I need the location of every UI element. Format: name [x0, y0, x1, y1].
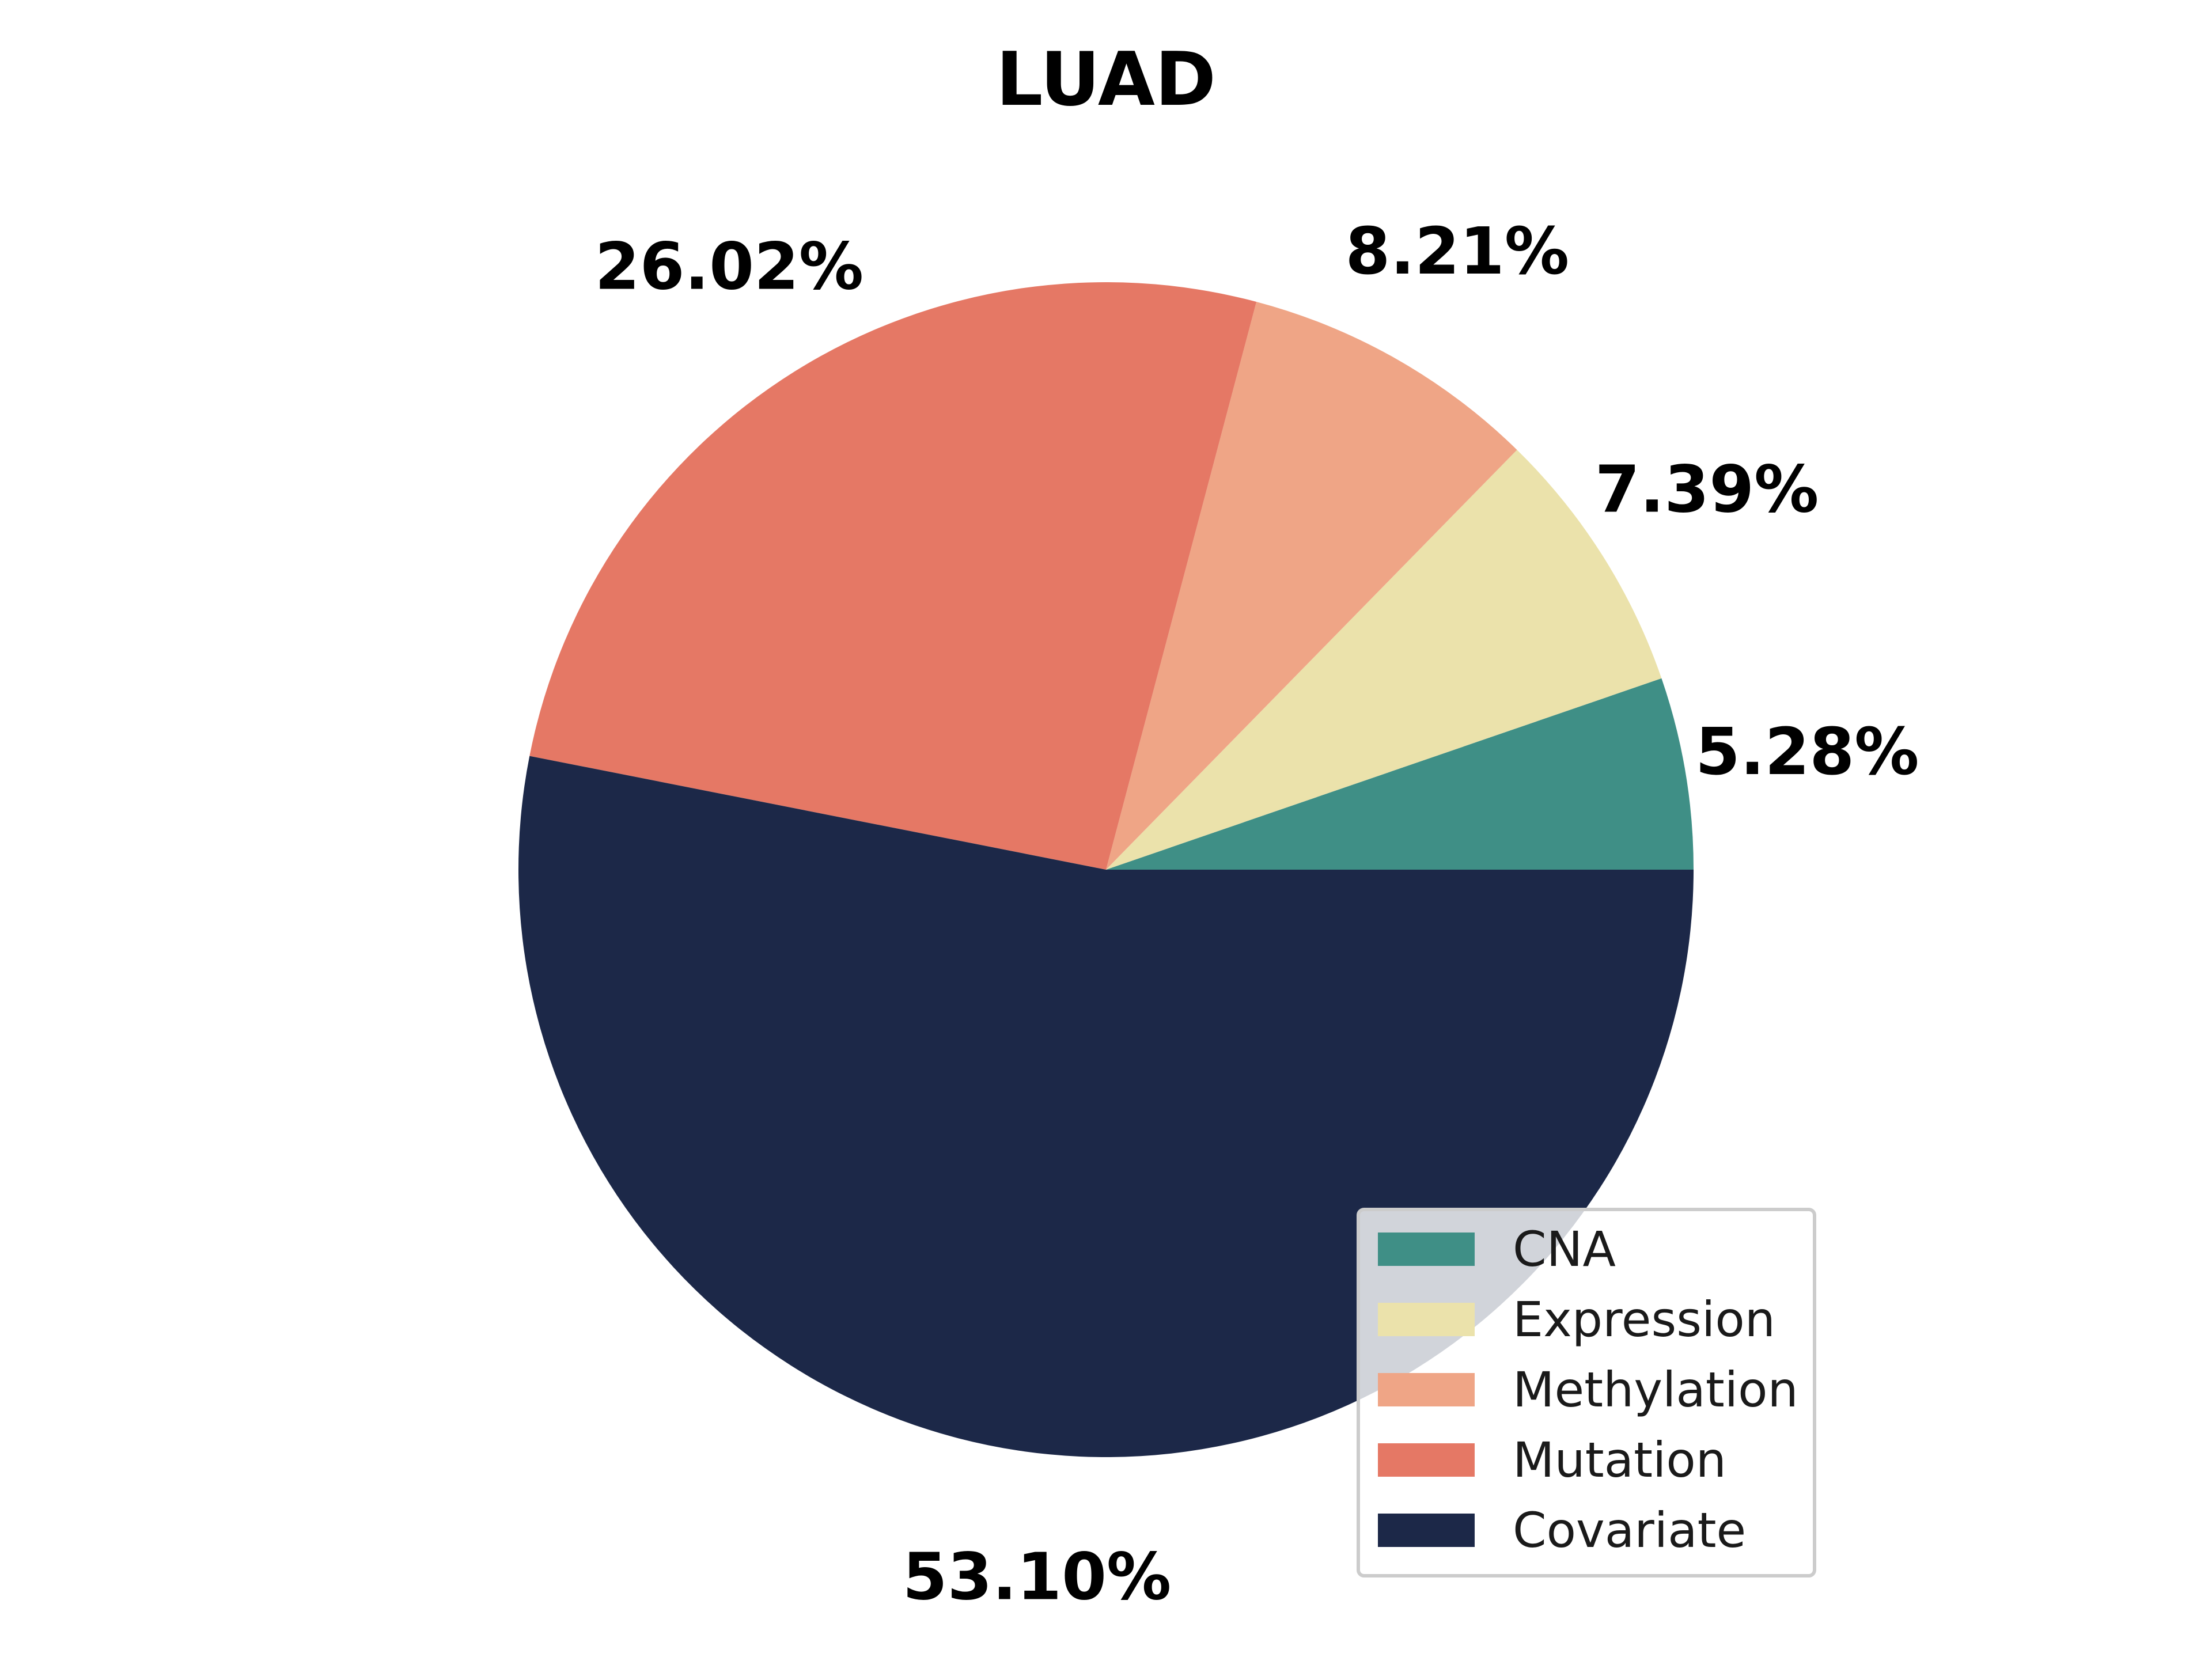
pie-label-mutation: 26.02% — [595, 229, 863, 304]
legend-swatch-methylation — [1378, 1373, 1475, 1406]
pie-label-methylation: 8.21% — [1346, 214, 1570, 289]
legend-swatch-covariate — [1378, 1514, 1475, 1547]
pie-slice-methylation — [1106, 301, 1517, 870]
legend-frame — [1357, 1208, 1816, 1577]
pie-label-covariate: 53.10% — [903, 1539, 1171, 1614]
pie-slice-cna — [1106, 678, 1694, 870]
legend-swatch-cna — [1378, 1233, 1475, 1266]
legend-swatch-mutation — [1378, 1443, 1475, 1477]
pie-label-expression: 7.39% — [1595, 452, 1819, 527]
legend: CNA Expression Methylation Mutation Covariat… — [1357, 1208, 1816, 1577]
legend-swatch-expression — [1378, 1303, 1475, 1336]
pie-slice-mutation — [529, 282, 1257, 870]
chart-title: LUAD — [996, 37, 1216, 123]
legend-label-expression: Expression — [1513, 1291, 1775, 1348]
legend-entries: CNA Expression Methylation Mutation Covariat… — [1378, 1221, 1798, 1558]
legend-label-mutation: Mutation — [1513, 1432, 1726, 1488]
pie-slice-expression — [1106, 450, 1662, 870]
legend-label-cna: CNA — [1513, 1221, 1616, 1277]
legend-label-covariate: Covariate — [1513, 1502, 1746, 1558]
pie-percent-labels: 5.28% 7.39% 8.21% 26.02% 53.10% — [595, 214, 1919, 1614]
pie-label-cna: 5.28% — [1695, 715, 1919, 790]
legend-label-methylation: Methylation — [1513, 1362, 1798, 1418]
